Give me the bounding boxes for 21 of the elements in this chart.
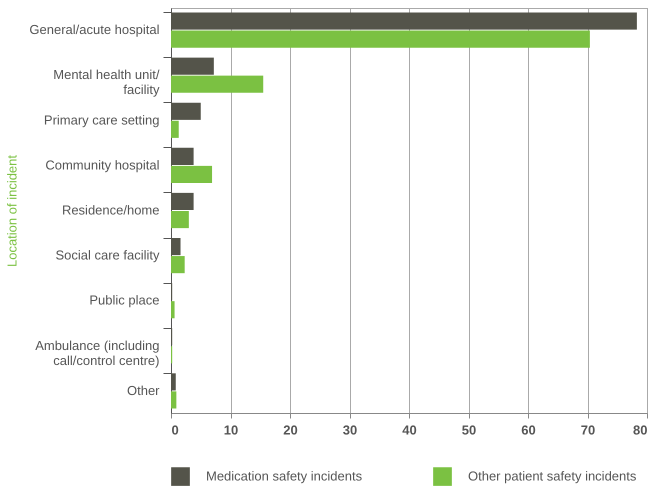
y-tick-label: General/acute hospital — [29, 22, 160, 38]
y-axis-title: Location of incident — [4, 154, 20, 268]
y-tick-label: Residence/home — [62, 202, 160, 218]
x-tick-label: 70 — [580, 422, 596, 438]
legend-label: Medication safety incidents — [206, 468, 363, 484]
y-tick-label: Other — [126, 382, 160, 398]
y-tick-label: Community hospital — [45, 157, 160, 172]
x-tick-label: 80 — [633, 422, 648, 438]
x-tick-label: 0 — [172, 422, 179, 438]
y-tick-label: Social care facility — [55, 248, 160, 263]
y-tick-label: Ambulance (including call/control centre) — [35, 338, 160, 368]
x-tick-label: 40 — [402, 422, 417, 438]
x-tick-label: 50 — [462, 422, 476, 438]
y-tick-label: Mental health unit/ facility — [53, 67, 160, 98]
x-tick-label: 30 — [342, 422, 358, 438]
y-tick-label: Primary care setting — [44, 112, 160, 128]
x-tick-label: 10 — [224, 422, 238, 438]
x-tick-label: 20 — [283, 422, 298, 438]
legend-label: Other patient safety incidents — [468, 468, 637, 484]
y-tick-label: Public place — [89, 292, 160, 308]
x-tick-label: 60 — [521, 422, 536, 438]
